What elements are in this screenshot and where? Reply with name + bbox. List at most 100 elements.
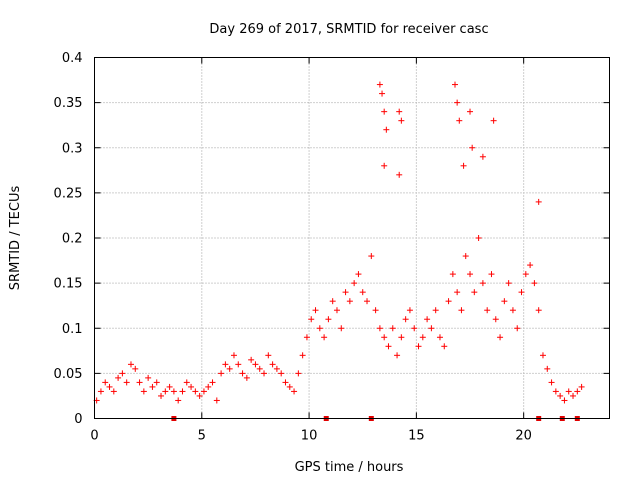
data-point [291,388,298,395]
data-point [158,392,165,399]
data-point [415,343,422,350]
x-axis-label: GPS time / hours [295,460,404,475]
data-point [396,108,403,115]
y-tick-label: 0.15 [54,277,83,292]
data-point [239,370,246,377]
data-point [316,325,323,332]
data-point [445,298,452,305]
axis-ticks: 0 0.05 0.1 0.15 0.2 0.25 0.3 0.35 0.4 0 5 10 15 20 [54,51,610,444]
data-point [110,388,117,395]
data-point [456,117,463,124]
data-point [235,361,242,368]
data-point [488,271,495,278]
data-point [462,253,469,260]
data-point [166,383,173,390]
data-point [192,388,199,395]
data-point [286,383,293,390]
data-point [471,289,478,296]
data-point [273,365,280,372]
x-tick-label: 5 [198,429,206,444]
data-point [561,397,568,404]
data-point [200,388,207,395]
data-point [359,289,366,296]
data-point [539,352,546,359]
x-tick-label: 10 [301,429,318,444]
data-point [175,397,182,404]
y-tick-label: 0.25 [54,186,83,201]
data-point [252,361,259,368]
data-point [565,388,572,395]
x-tick-label: 15 [408,429,425,444]
data-point [278,370,285,377]
data-point [385,343,392,350]
data-point [509,307,516,314]
data-point [475,235,482,241]
data-point [333,307,340,314]
y-tick-label: 0.35 [54,96,83,111]
data-point [501,298,508,305]
data-point [467,108,474,115]
data-point [557,392,564,399]
data-point [381,108,388,115]
data-point [452,81,458,88]
data-point [436,334,443,341]
data-point [115,374,122,381]
data-point [321,334,328,341]
data-point [162,388,169,395]
data-point [106,383,113,390]
data-point [411,325,418,332]
data-point [428,325,435,332]
data-point [574,388,581,395]
data-point [102,379,109,386]
data-point [469,144,476,151]
grid-lines [94,57,610,419]
y-tick-label: 0.4 [62,51,83,66]
data-point [140,388,147,395]
data-point [213,397,220,404]
data-point [282,379,289,386]
data-point [265,352,272,359]
y-tick-label: 0.1 [62,322,83,337]
data-point [303,334,310,341]
data-point [183,379,190,386]
data-point [490,117,497,124]
data-point [552,388,559,395]
data-point [402,316,409,323]
data-point [295,370,302,377]
data-point [449,271,456,278]
plot-frame [94,57,610,419]
data-point [269,361,276,368]
data-point [256,365,263,372]
data-point [514,325,521,332]
data-point [484,307,491,314]
data-point [222,361,229,368]
data-point [441,343,448,350]
x-tick-label: 0 [90,429,98,444]
data-point [376,81,383,88]
data-point [136,379,143,386]
data-point [424,316,431,323]
data-point [432,307,439,314]
data-point [531,280,538,287]
y-axis-label: SRMTID / TECUs [8,186,23,291]
data-point [535,198,542,205]
data-point [383,126,390,133]
data-point [467,271,474,278]
data-point [170,388,177,395]
data-point [527,262,534,269]
data-point [492,316,499,323]
data-point [355,271,362,278]
data-point [261,370,268,377]
data-point [329,298,336,305]
data-point [338,325,345,332]
data-point [458,307,465,314]
data-point [230,352,237,359]
data-point [196,392,203,399]
data-point [132,365,139,372]
data-point [119,370,126,377]
data-point [248,356,255,363]
data-point [454,99,461,106]
y-tick-label: 0.05 [54,367,83,382]
data-point [188,383,195,390]
